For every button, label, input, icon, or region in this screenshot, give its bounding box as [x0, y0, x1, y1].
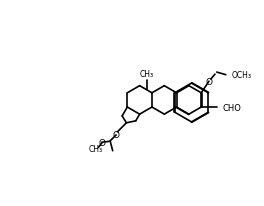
- Text: O: O: [98, 138, 105, 147]
- Text: CHO: CHO: [223, 103, 241, 112]
- Text: CH₃: CH₃: [89, 144, 103, 153]
- Text: O: O: [112, 131, 120, 140]
- Text: CH₃: CH₃: [140, 69, 154, 78]
- Text: OCH₃: OCH₃: [232, 71, 252, 80]
- Text: O: O: [205, 77, 213, 86]
